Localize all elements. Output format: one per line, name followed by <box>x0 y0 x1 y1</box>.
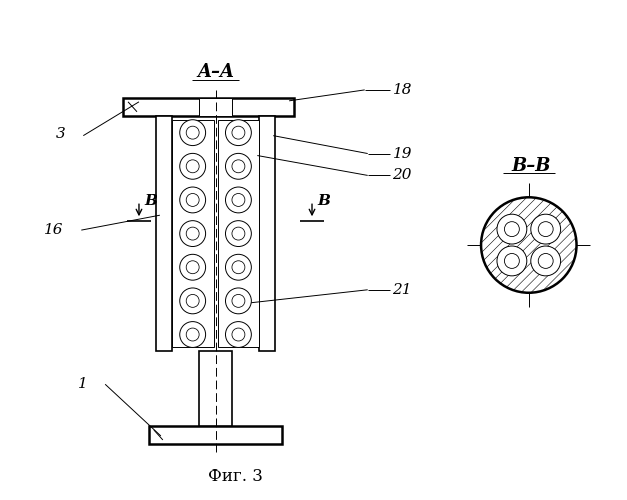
Text: 16: 16 <box>44 223 63 237</box>
Bar <box>123 98 294 116</box>
Circle shape <box>180 254 206 280</box>
Text: В: В <box>144 194 157 208</box>
Circle shape <box>531 246 561 276</box>
Bar <box>156 116 172 352</box>
Text: В: В <box>317 194 330 208</box>
Circle shape <box>497 214 527 244</box>
Bar <box>260 116 275 352</box>
Text: B–B: B–B <box>511 158 551 176</box>
Bar <box>199 352 233 426</box>
Circle shape <box>226 288 251 314</box>
Text: Фиг. 3: Фиг. 3 <box>208 468 263 485</box>
Circle shape <box>497 246 527 276</box>
Text: 1: 1 <box>78 377 87 391</box>
Circle shape <box>180 220 206 246</box>
Circle shape <box>226 220 251 246</box>
Bar <box>199 98 233 116</box>
Circle shape <box>180 322 206 347</box>
Circle shape <box>180 288 206 314</box>
Circle shape <box>531 214 561 244</box>
Bar <box>149 426 282 444</box>
Circle shape <box>180 187 206 213</box>
Circle shape <box>226 120 251 146</box>
Circle shape <box>226 154 251 179</box>
Text: A–A: A–A <box>197 63 234 81</box>
Circle shape <box>226 254 251 280</box>
Text: 20: 20 <box>393 168 412 182</box>
Text: 19: 19 <box>393 146 412 160</box>
Circle shape <box>226 322 251 347</box>
Bar <box>218 120 260 348</box>
Circle shape <box>226 187 251 213</box>
Circle shape <box>180 154 206 179</box>
Circle shape <box>481 198 577 293</box>
Circle shape <box>180 120 206 146</box>
Text: 21: 21 <box>393 283 412 297</box>
Text: 18: 18 <box>393 83 412 97</box>
Text: 3: 3 <box>56 126 65 140</box>
Bar <box>172 120 214 348</box>
